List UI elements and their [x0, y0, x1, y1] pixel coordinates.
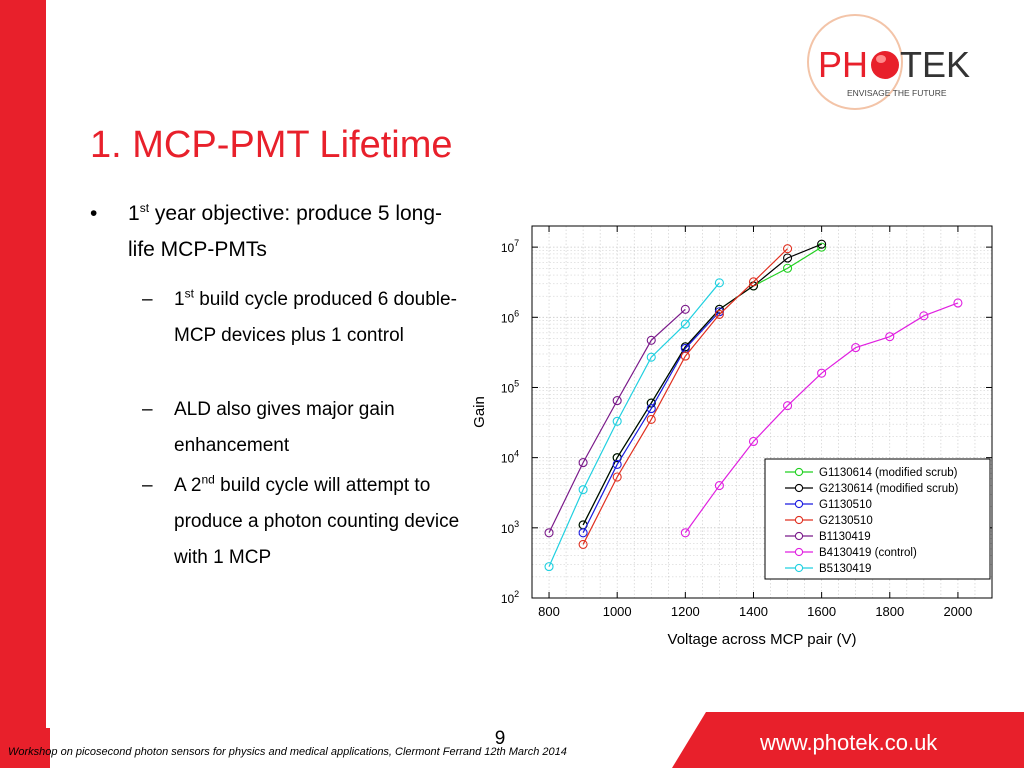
y-tick-label: 105: [501, 378, 519, 395]
x-tick-label: 2000: [943, 604, 972, 619]
data-point: [680, 351, 690, 361]
data-point: [783, 401, 793, 411]
legend-entry: B5130419: [819, 563, 871, 575]
subbullet-text: 1st build cycle produced 6 double-MCP de…: [174, 286, 457, 346]
data-point: [953, 298, 963, 308]
data-point: [714, 304, 724, 314]
data-point: [885, 332, 895, 342]
legend-entry: G1130510: [819, 499, 872, 511]
bullet-marker: •: [90, 202, 98, 225]
bullet-text: 1st year objective: produce 5 long-life …: [128, 201, 443, 261]
data-point: [646, 398, 656, 408]
legend-marker: [794, 547, 804, 557]
data-point: [817, 242, 827, 252]
y-tick-label: 106: [501, 308, 519, 325]
data-point: [714, 481, 724, 491]
data-point: [714, 307, 724, 317]
x-axis-label: Voltage across MCP pair (V): [668, 631, 857, 648]
data-point: [817, 239, 827, 249]
data-point: [578, 539, 588, 549]
x-tick-label: 1800: [875, 604, 904, 619]
series-line: [582, 243, 822, 526]
footer-url[interactable]: www.photek.co.uk: [760, 730, 938, 755]
data-point: [646, 404, 656, 414]
data-point: [646, 414, 656, 425]
y-axis-label: Gain: [471, 396, 488, 428]
y-tick-label: 104: [501, 449, 519, 466]
subbullet-marker: –: [142, 399, 153, 420]
data-point: [612, 416, 622, 426]
data-point: [748, 277, 759, 287]
series-line: [548, 308, 686, 534]
data-point: [783, 253, 793, 263]
data-point: [578, 485, 588, 495]
data-point: [714, 278, 724, 288]
data-point: [919, 311, 929, 321]
legend-entry: G1130614 (modified scrub): [819, 467, 958, 479]
subbullet-marker: –: [142, 289, 153, 310]
legend-marker: [794, 467, 804, 477]
logo-tagline: ENVISAGE THE FUTURE: [847, 88, 947, 98]
data-point: [612, 396, 622, 406]
plot-frame: [531, 225, 993, 599]
gain-voltage-chart: 800 1000 1200 1400 1600 1800 2000 102 103 104 105 1…: [471, 225, 993, 648]
legend-entry: B4130419 (control): [819, 547, 917, 559]
x-tick-label: 800: [538, 604, 560, 619]
data-point: [578, 458, 588, 468]
x-tick-label: 1000: [603, 604, 632, 619]
series-line: [684, 302, 959, 534]
legend-entry: B1130419: [819, 531, 871, 543]
data-point: [680, 304, 690, 314]
series-line: [548, 282, 720, 567]
logo-text-left: PH: [818, 44, 868, 85]
subbullet-text: A 2nd build cycle will attempt to produc…: [174, 472, 460, 568]
data-point: [612, 472, 622, 482]
left-accent-bar: [0, 0, 46, 768]
photek-logo: PH TEK ENVISAGE THE FUTURE: [807, 14, 970, 110]
data-point: [544, 528, 554, 538]
data-point: [783, 263, 793, 273]
series-line: [582, 248, 788, 545]
subbullet-marker: –: [142, 475, 153, 496]
data-point: [748, 436, 759, 447]
data-point: [680, 528, 690, 538]
data-point: [680, 319, 690, 329]
footer-band: [0, 710, 1024, 768]
slide-title: 1. MCP-PMT Lifetime: [90, 124, 453, 166]
x-tick-label: 1400: [739, 604, 768, 619]
page-number: 9: [494, 728, 506, 749]
legend-marker: [794, 563, 804, 573]
x-tick-label: 1200: [671, 604, 700, 619]
data-point: [851, 343, 861, 353]
data-point: [544, 562, 554, 572]
y-tick-label: 102: [501, 589, 519, 606]
subbullet-text: ALD also gives major gain enhancement: [174, 399, 395, 456]
logo-text-right: TEK: [900, 44, 970, 85]
data-point: [612, 459, 622, 470]
data-point: [646, 335, 656, 345]
legend-marker: [794, 499, 804, 509]
data-point: [578, 528, 588, 538]
footer-text: Workshop on picosecond photon sensors fo…: [8, 746, 567, 758]
y-tick-label: 103: [501, 519, 519, 536]
data-point: [714, 309, 724, 319]
legend-marker: [794, 515, 804, 525]
data-point: [646, 352, 656, 362]
data-point: [817, 368, 827, 378]
x-tick-label: 1600: [807, 604, 836, 619]
legend-entry: G2130614 (modified scrub): [819, 483, 959, 495]
y-tick-label: 107: [501, 238, 519, 255]
data-point: [783, 244, 793, 254]
legend-marker: [794, 483, 804, 493]
series-line: [582, 311, 720, 534]
legend-entry: G2130510: [819, 515, 873, 527]
legend-marker: [794, 531, 804, 541]
